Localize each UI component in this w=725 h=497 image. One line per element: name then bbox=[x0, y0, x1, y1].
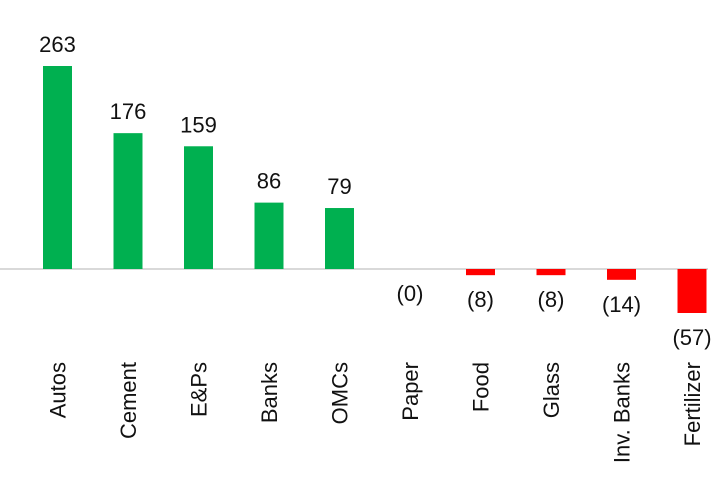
category-label-cement: Cement bbox=[116, 362, 141, 439]
category-label-glass: Glass bbox=[539, 362, 564, 418]
category-label-banks: Banks bbox=[257, 362, 282, 423]
data-label-food: (8) bbox=[467, 287, 494, 312]
category-label-fertilizer: Fertilizer bbox=[680, 362, 705, 446]
bar-omcs bbox=[325, 208, 354, 269]
category-label-e-ps: E&Ps bbox=[187, 362, 212, 417]
bar-fertilizer bbox=[677, 269, 707, 313]
category-labels-group: Autos Cement E&Ps Banks OMCs Paper Food Glass In… bbox=[46, 362, 706, 463]
category-label-inv-banks: Inv. Banks bbox=[610, 362, 635, 463]
bar-autos bbox=[43, 66, 72, 269]
category-label-food: Food bbox=[469, 362, 494, 412]
data-label-paper: (0) bbox=[397, 281, 424, 306]
data-label-autos: 263 bbox=[39, 32, 76, 57]
data-label-banks: 86 bbox=[257, 169, 281, 194]
bar-cement bbox=[113, 133, 143, 269]
data-label-omcs: 79 bbox=[327, 174, 351, 199]
bar-inv-banks bbox=[607, 269, 636, 280]
category-label-paper: Paper bbox=[398, 362, 423, 421]
data-label-inv-banks: (14) bbox=[602, 292, 641, 317]
bar-e-ps bbox=[184, 146, 213, 269]
data-label-fertilizer: (57) bbox=[672, 325, 711, 350]
bar-glass bbox=[536, 269, 566, 276]
bar-food bbox=[466, 269, 495, 276]
category-label-omcs: OMCs bbox=[328, 362, 353, 424]
data-label-e-ps: 159 bbox=[180, 112, 217, 137]
bar-banks bbox=[254, 202, 284, 269]
category-label-autos: Autos bbox=[46, 362, 71, 418]
data-label-cement: 176 bbox=[110, 99, 147, 124]
bars-group bbox=[43, 66, 707, 313]
data-labels-group: 263 176 159 86 79 (0) (8) (8) (14) (57) bbox=[39, 32, 711, 350]
data-label-glass: (8) bbox=[538, 287, 565, 312]
